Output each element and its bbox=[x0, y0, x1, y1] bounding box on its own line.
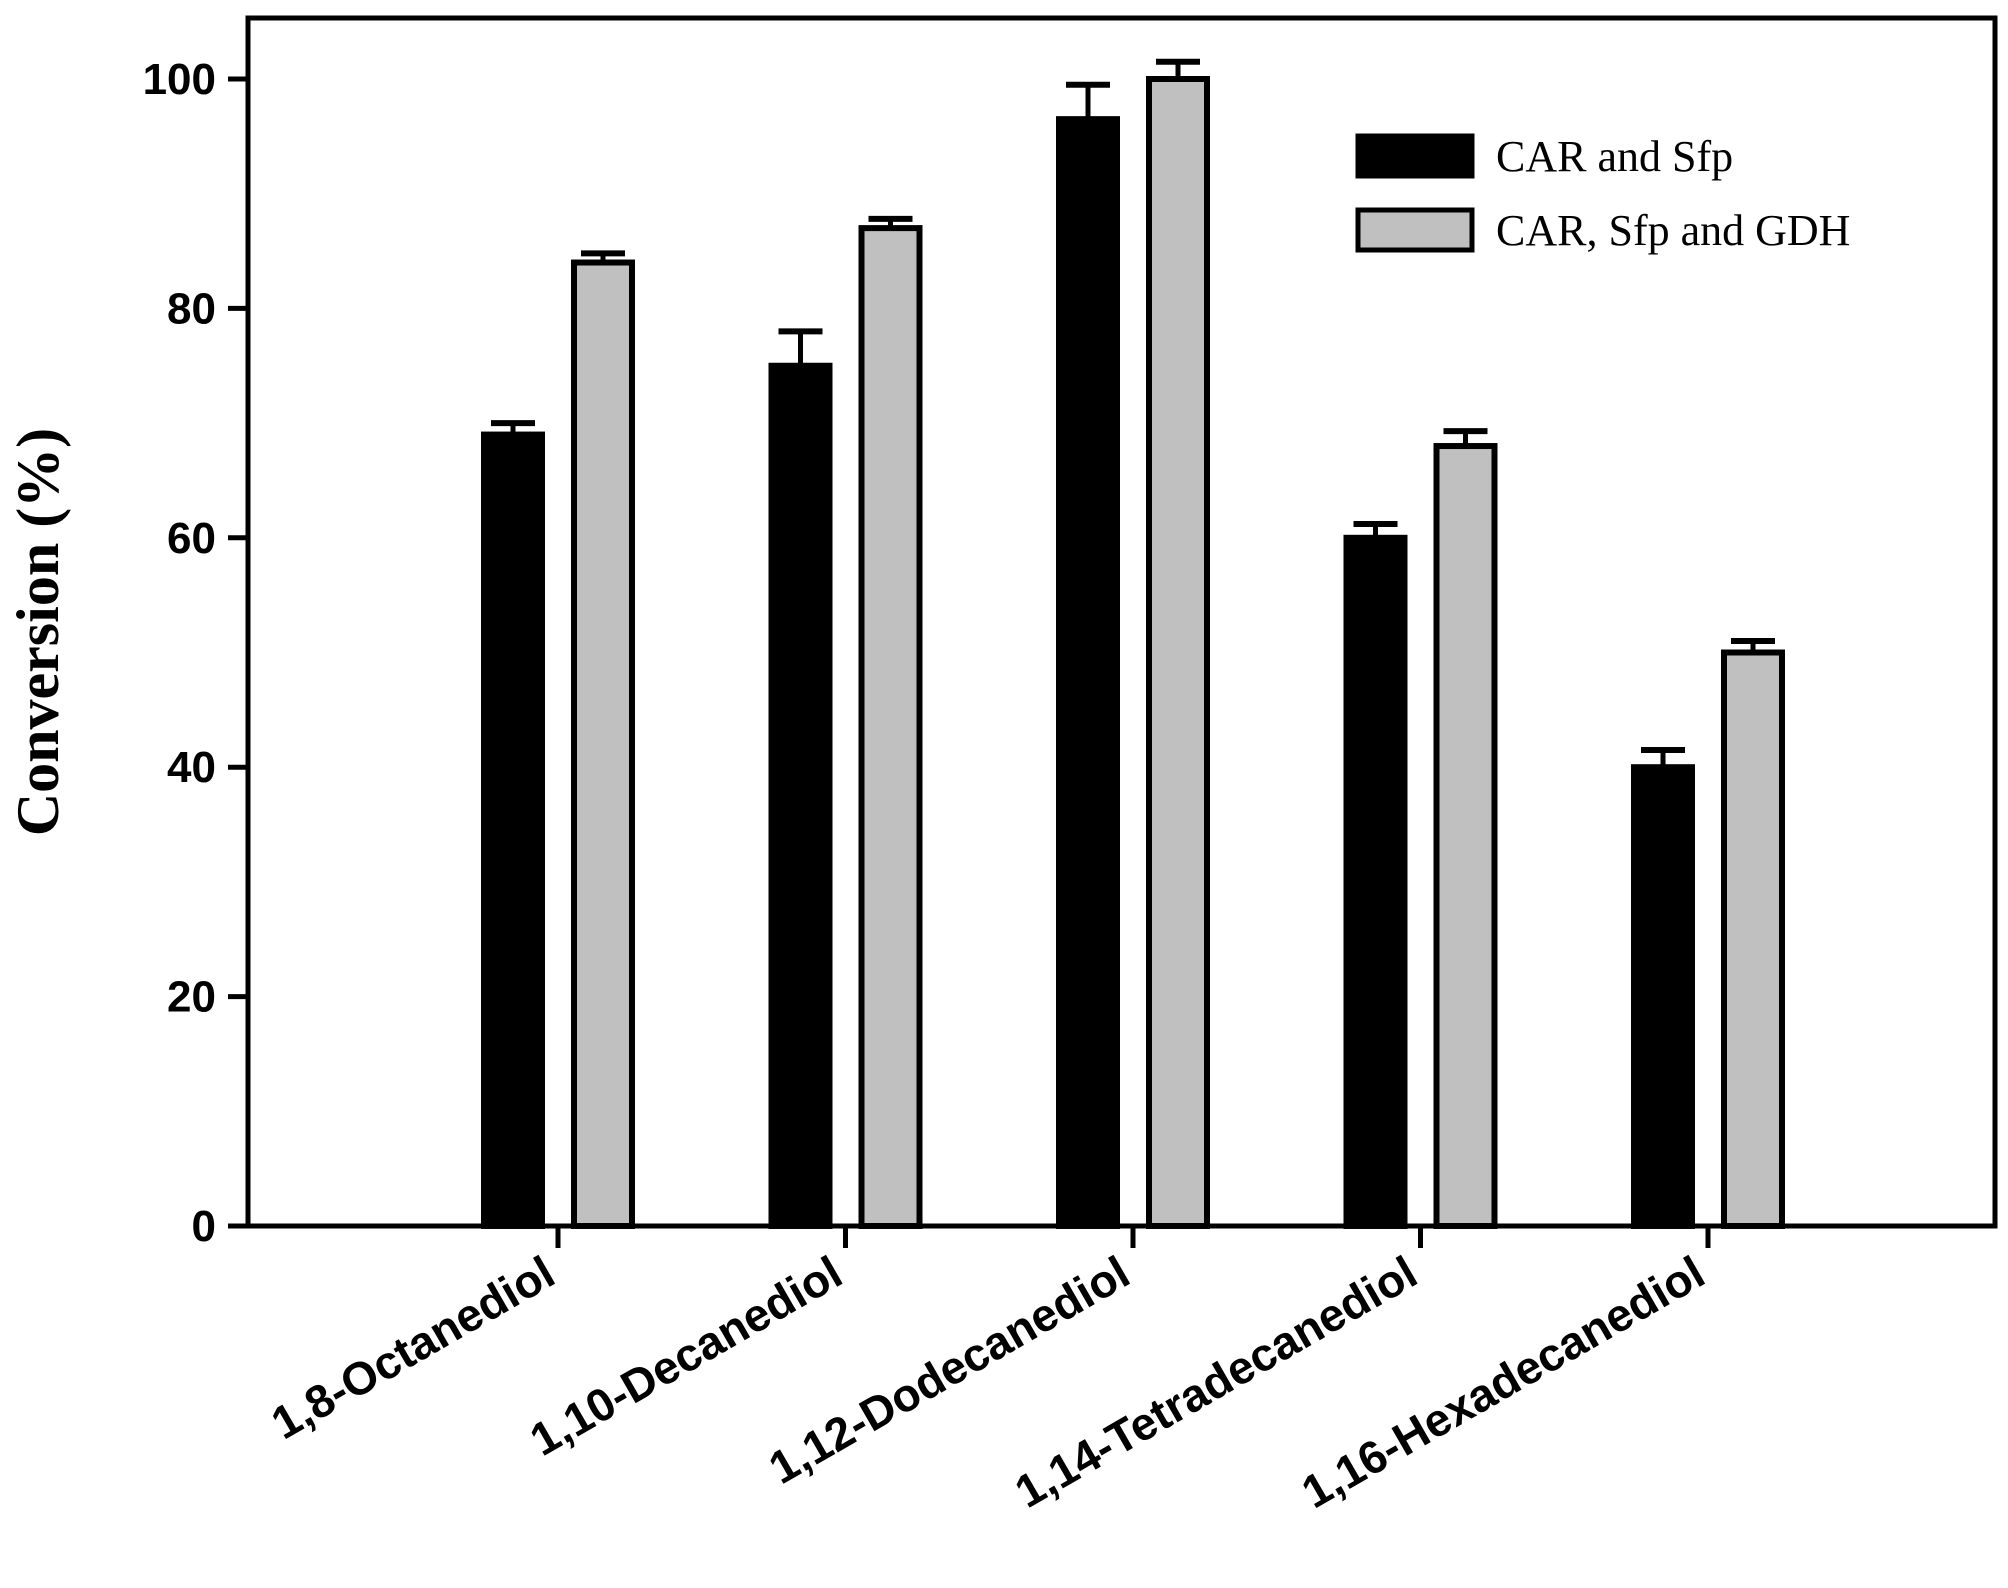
x-tick-label: 1,8-Octanediol bbox=[262, 1246, 563, 1450]
y-tick-label: 0 bbox=[192, 1202, 216, 1251]
y-tick-label: 60 bbox=[167, 514, 216, 563]
y-axis: 0 20 40 60 80 100 bbox=[143, 55, 248, 1251]
plot-border bbox=[245, 15, 1998, 1229]
legend-swatch bbox=[1355, 207, 1475, 253]
legend-label: CAR and Sfp bbox=[1496, 132, 1733, 181]
y-tick-label: 20 bbox=[167, 973, 216, 1022]
bar bbox=[1721, 649, 1785, 1229]
plot-frame bbox=[245, 15, 1998, 1229]
y-tick-label: 80 bbox=[167, 284, 216, 333]
x-axis: 1,8-Octanediol1,10-Decanediol1,12-Dodeca… bbox=[262, 1226, 1713, 1518]
bar bbox=[1146, 76, 1210, 1229]
bar bbox=[1433, 443, 1498, 1230]
bar bbox=[1343, 534, 1408, 1229]
legend-label: CAR, Sfp and GDH bbox=[1496, 206, 1850, 255]
bar bbox=[1056, 116, 1120, 1229]
y-axis-title: Conversion (%) bbox=[5, 428, 71, 836]
legend-swatch bbox=[1355, 133, 1475, 179]
y-tick-label: 100 bbox=[143, 55, 216, 104]
bar bbox=[571, 259, 635, 1229]
bar bbox=[481, 431, 545, 1229]
legend: CAR and Sfp CAR, Sfp and GDH bbox=[1355, 132, 1850, 255]
bar bbox=[768, 362, 833, 1229]
bars bbox=[481, 58, 1785, 1230]
bar bbox=[858, 225, 923, 1230]
y-tick-label: 40 bbox=[167, 743, 216, 792]
bar bbox=[1631, 764, 1695, 1229]
